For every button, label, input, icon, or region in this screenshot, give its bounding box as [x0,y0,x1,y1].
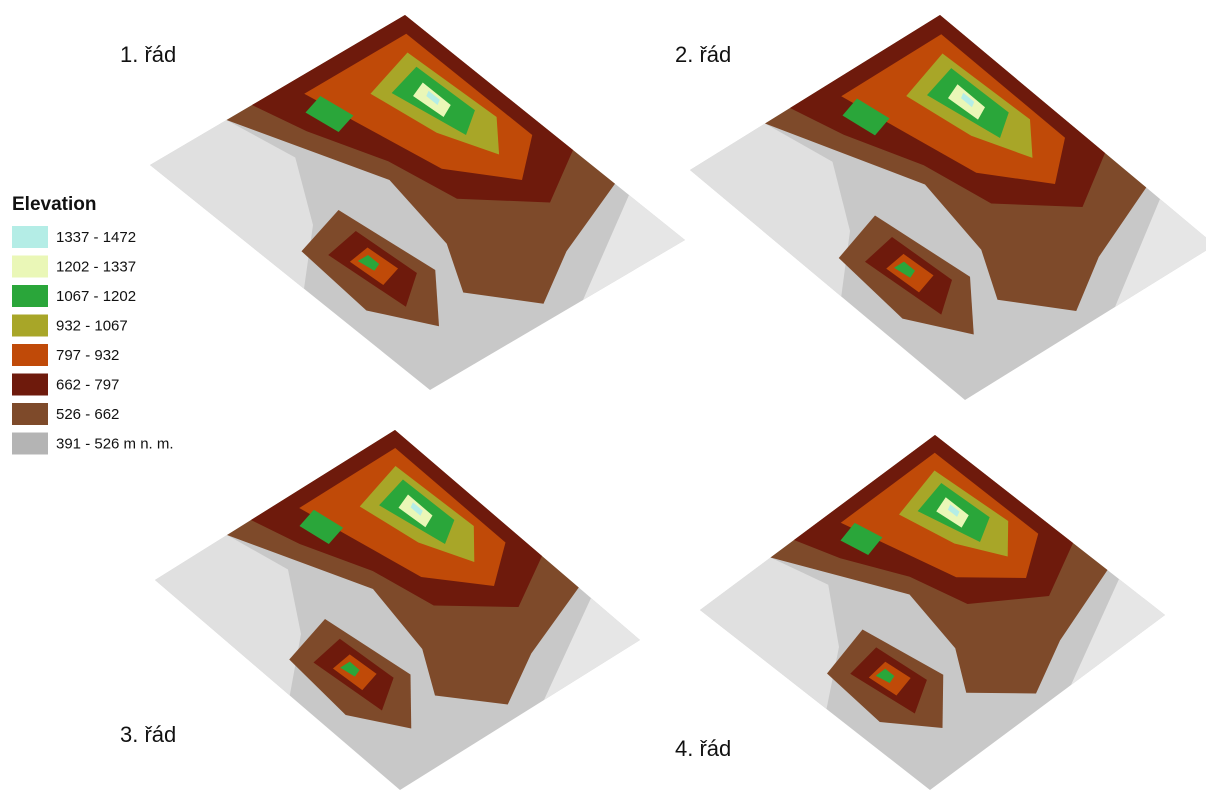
panel-label: 4. řád [675,736,731,761]
legend-swatch [12,285,48,307]
figure: 1. řád 2. řád 3. řád 4. řád Elevation 13… [0,0,1206,792]
legend-label: 932 - 1067 [56,317,128,334]
panel-label: 3. řád [120,722,176,747]
panel-label: 1. řád [120,42,176,67]
legend-swatch [12,344,48,366]
terrain-map [690,15,1206,400]
legend-swatch [12,226,48,248]
legend-title: Elevation [12,194,96,215]
legend-label: 526 - 662 [56,406,119,423]
legend-label: 1337 - 1472 [56,229,136,246]
legend-label: 1202 - 1337 [56,258,136,275]
legend-swatch [12,315,48,337]
terrain-map [155,430,640,790]
legend-swatch [12,374,48,396]
legend-swatch [12,403,48,425]
legend-label: 1067 - 1202 [56,288,136,305]
legend-label: 391 - 526 m n. m. [56,435,174,452]
panel-label: 2. řád [675,42,731,67]
legend-label: 797 - 932 [56,347,119,364]
legend-swatch [12,433,48,455]
legend-label: 662 - 797 [56,376,119,393]
terrain-map [700,435,1165,790]
terrain-map [150,15,685,390]
legend-swatch [12,256,48,278]
